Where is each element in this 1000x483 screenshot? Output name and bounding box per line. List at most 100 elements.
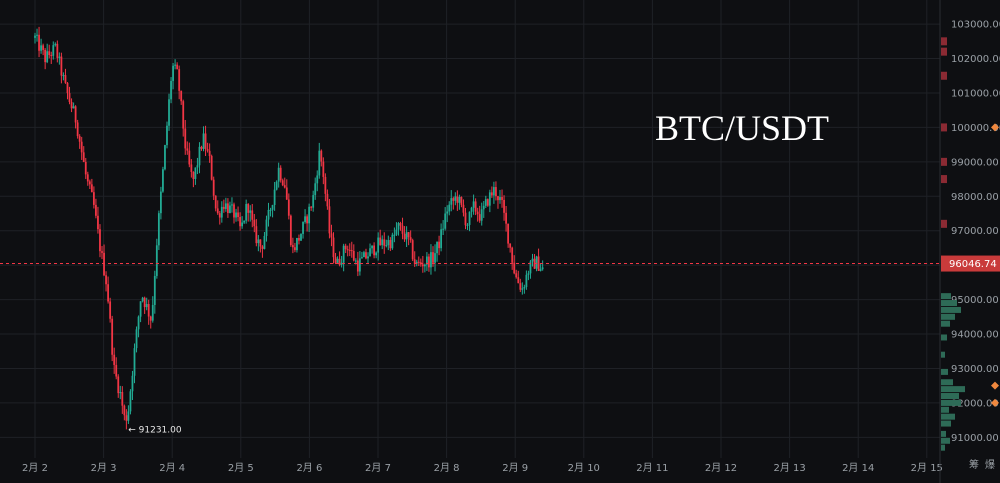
candle-body xyxy=(255,226,258,244)
candle-body xyxy=(222,206,225,209)
candle-body xyxy=(279,167,282,181)
candle-body xyxy=(338,258,341,265)
candle-body xyxy=(277,167,280,182)
candle-body xyxy=(358,258,361,272)
candle-body xyxy=(535,256,538,269)
alert-diamond-icon xyxy=(991,398,999,407)
candle-body xyxy=(478,214,481,221)
candle-body xyxy=(417,261,420,263)
y-tick-label: 93000.00 xyxy=(951,364,999,375)
candle-body xyxy=(40,45,42,51)
candle-body xyxy=(227,203,229,213)
x-tick-label: 2月 5 xyxy=(228,462,254,474)
candle-body xyxy=(515,273,518,278)
candle-body xyxy=(503,199,505,213)
candle-body xyxy=(149,316,152,321)
candle-body xyxy=(484,199,487,206)
candle-body xyxy=(235,212,237,218)
candle-body xyxy=(541,267,544,270)
candle-body xyxy=(391,234,394,249)
candle-body xyxy=(220,206,223,218)
candle-body xyxy=(206,149,209,151)
candle-body xyxy=(202,133,205,149)
candle-body xyxy=(446,211,449,214)
candle-body xyxy=(505,212,507,224)
volume-profile-bar xyxy=(941,399,961,406)
candle-body xyxy=(80,141,83,153)
candle-body xyxy=(509,243,512,248)
candle-body xyxy=(306,216,308,224)
candle-body xyxy=(127,411,130,421)
candle-body xyxy=(99,229,101,252)
volume-profile-bar xyxy=(941,306,961,313)
candle-body xyxy=(340,262,343,265)
candle-body xyxy=(369,248,371,257)
x-tick-label: 2月 8 xyxy=(434,462,460,474)
x-tick-label: 2月 2 xyxy=(22,462,48,474)
volume-profile xyxy=(941,37,965,451)
candle-body xyxy=(143,297,146,308)
candle-body xyxy=(72,106,75,109)
candle-body xyxy=(289,215,292,246)
candle-body xyxy=(354,260,357,262)
candle-body xyxy=(421,264,424,267)
candle-body xyxy=(328,206,331,234)
candle-body xyxy=(46,51,49,63)
candle-body xyxy=(440,229,443,249)
volume-profile-bar xyxy=(941,386,965,393)
axis-layer: 91000.00 92000.00 93000.00 94000.00 95000.00… xyxy=(22,0,1000,483)
candle-body xyxy=(527,273,530,275)
candle-body xyxy=(344,245,347,250)
candle-body xyxy=(413,259,416,264)
candle-body xyxy=(125,415,128,421)
candle-body xyxy=(472,201,475,208)
candle-body xyxy=(312,195,315,208)
candle-body xyxy=(109,301,112,319)
candle-body xyxy=(411,240,414,260)
candle-body xyxy=(273,189,276,206)
candle-body xyxy=(521,288,524,290)
candle-body xyxy=(115,364,118,377)
y-tick-label: 92000.00 xyxy=(951,398,999,409)
candle-body xyxy=(137,316,140,330)
candle-body xyxy=(379,237,382,246)
candle-body xyxy=(172,65,174,81)
candle-body xyxy=(135,329,138,349)
candle-body xyxy=(490,192,493,196)
candle-body xyxy=(466,224,469,226)
candle-body xyxy=(448,204,451,212)
volume-profile-bar xyxy=(941,406,949,413)
candle-body xyxy=(257,239,260,244)
candle-body xyxy=(245,204,248,221)
candle-body xyxy=(458,196,461,203)
candle-body xyxy=(332,237,335,258)
candle-body xyxy=(401,225,404,234)
y-tick-label: 97000.00 xyxy=(951,226,999,237)
min-price-label: ← 91231.00 xyxy=(128,425,182,435)
candle-body xyxy=(399,222,402,226)
volume-profile-bar xyxy=(941,444,945,451)
depth-marker-ask xyxy=(941,123,947,132)
candle-body xyxy=(415,261,418,264)
candle-body xyxy=(129,391,132,412)
candle-body xyxy=(371,245,373,249)
candle-body xyxy=(383,239,386,246)
candle-body xyxy=(356,260,359,272)
candle-body xyxy=(304,216,306,222)
x-tick-label: 2月 4 xyxy=(159,462,185,474)
candle-body xyxy=(186,148,189,151)
volume-profile-bar xyxy=(941,351,945,358)
candle-body xyxy=(476,211,479,215)
candle-body xyxy=(281,180,284,186)
y-tick-label: 100000.00 xyxy=(951,123,1000,134)
candle-body xyxy=(537,256,540,271)
candle-body xyxy=(265,219,268,236)
x-tick-label: 2月 11 xyxy=(636,462,668,474)
candle-body xyxy=(525,274,528,288)
candle-body xyxy=(322,161,325,177)
candle-body xyxy=(249,210,252,213)
candle-body xyxy=(52,45,55,56)
candle-body xyxy=(210,156,213,180)
